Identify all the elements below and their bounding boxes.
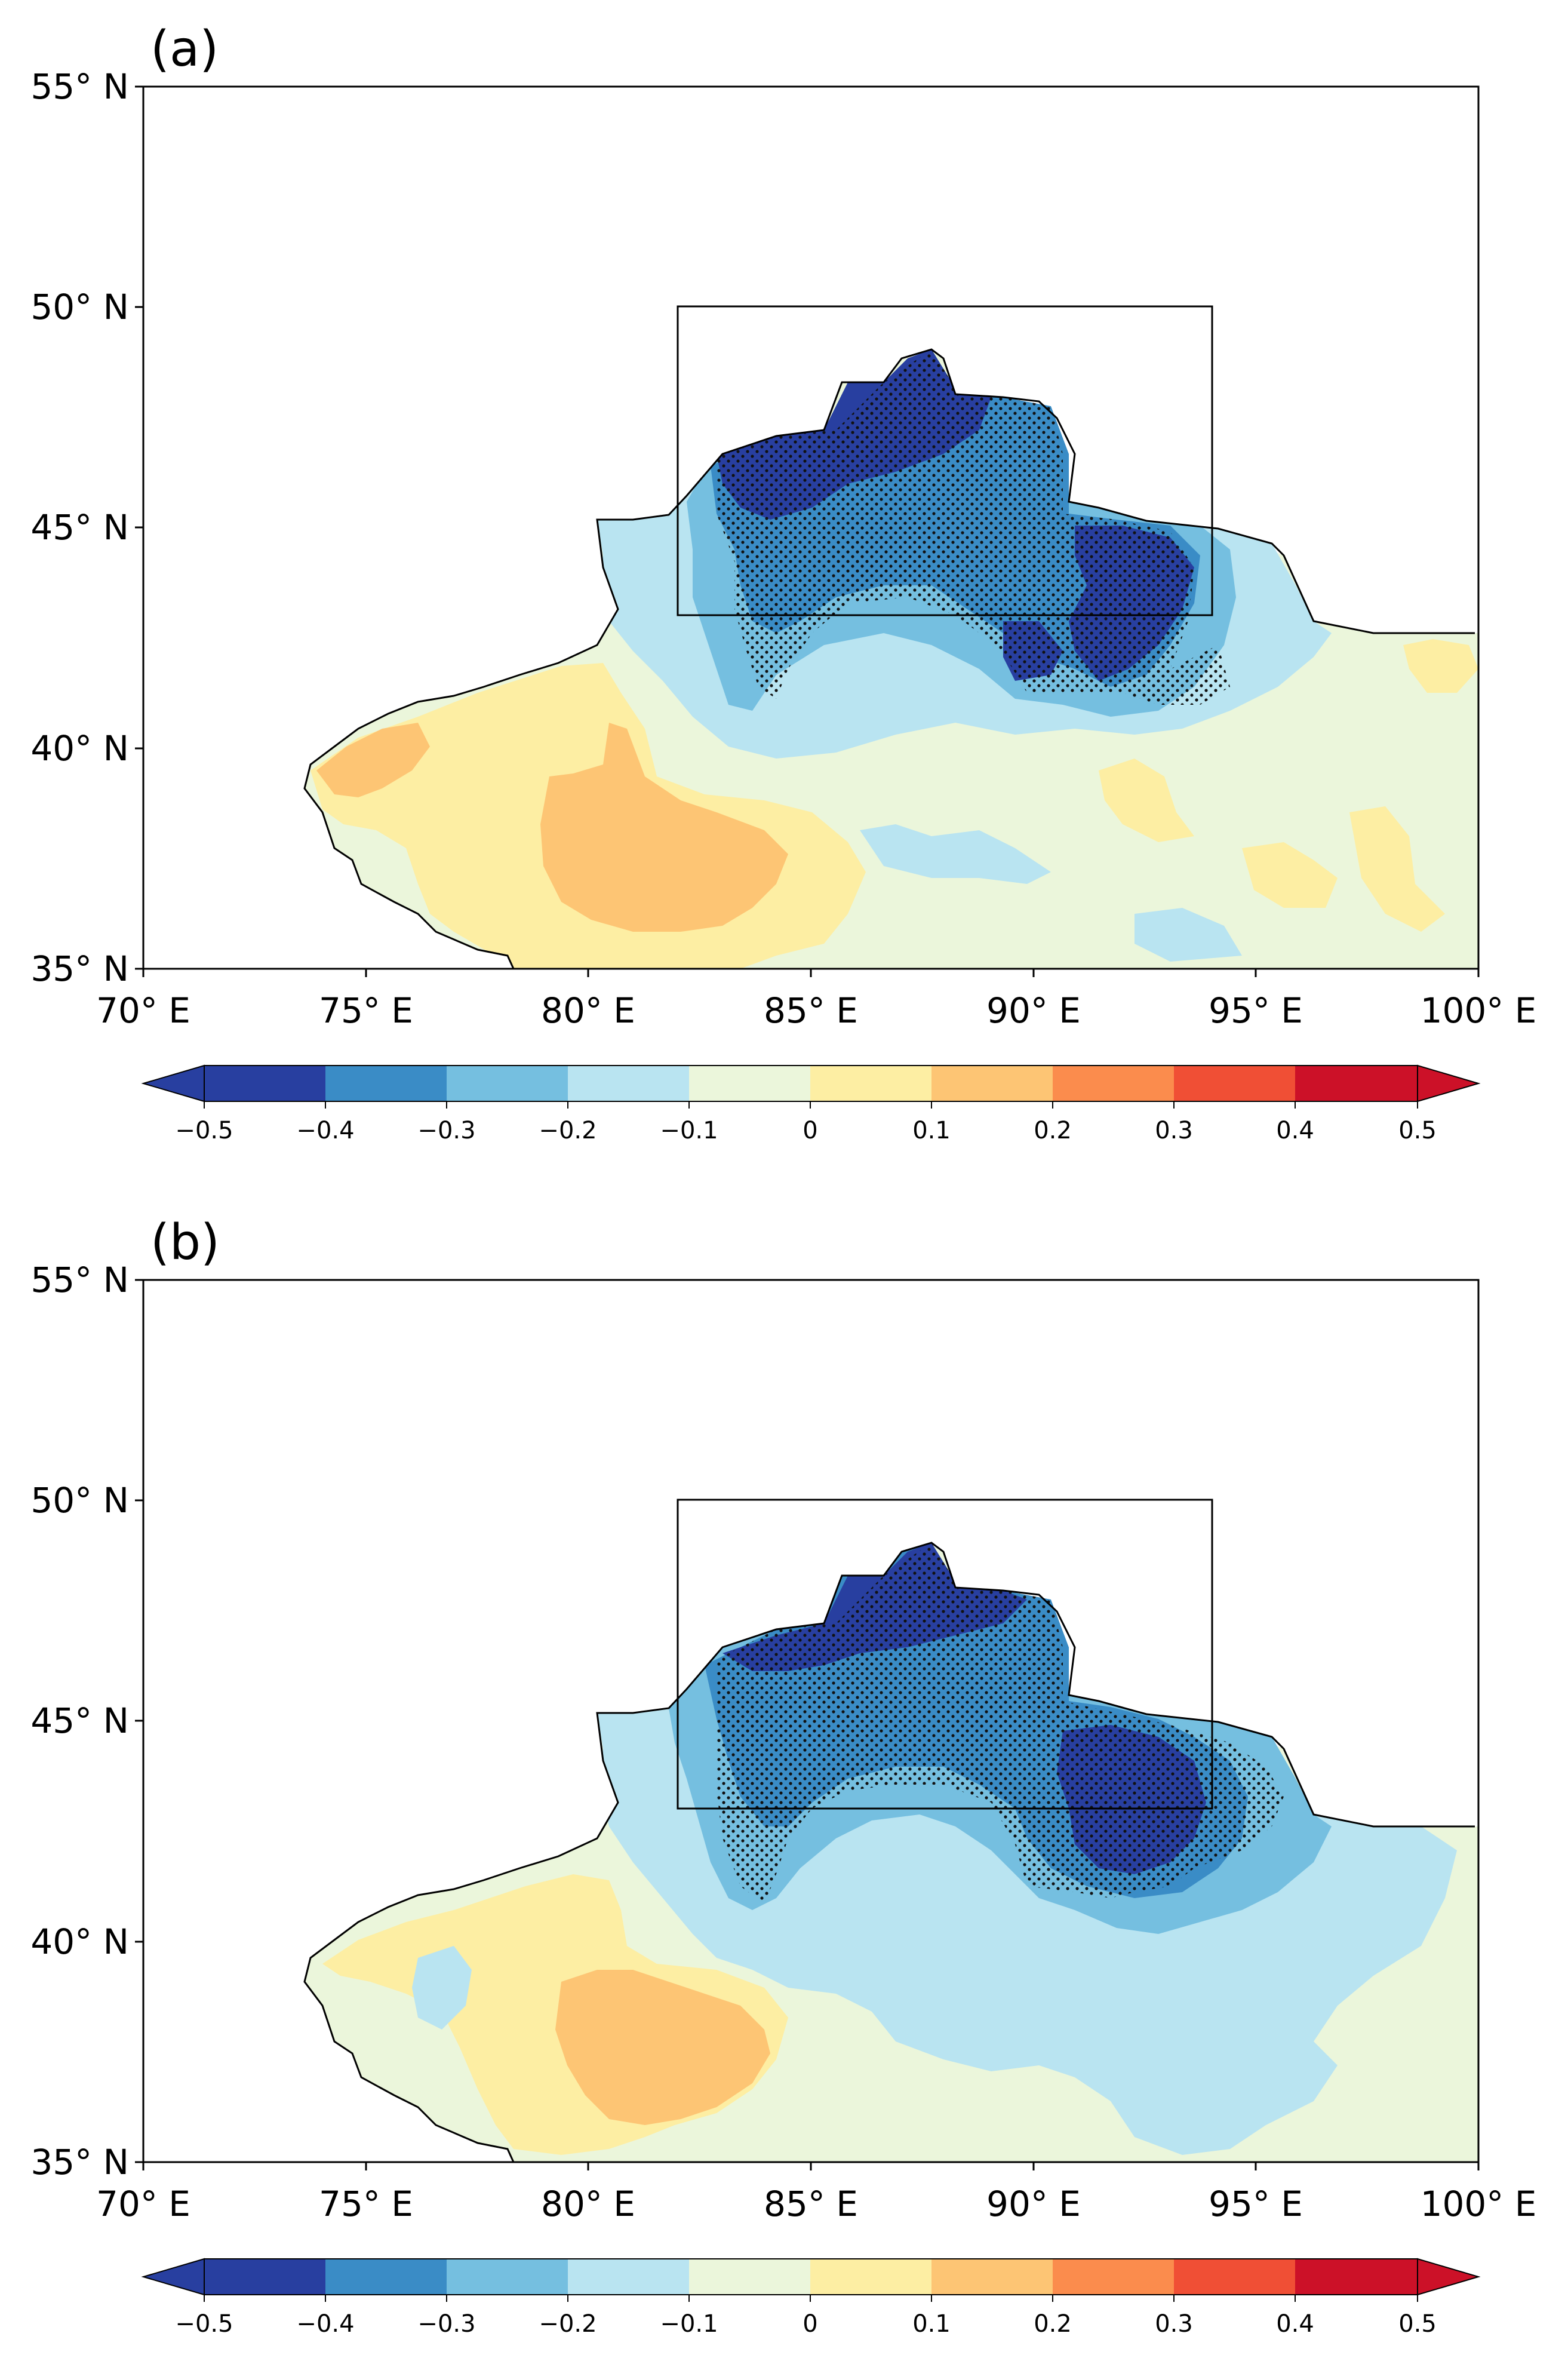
- colorbar-label: −0.4: [296, 1117, 354, 1144]
- colorbar-label: 0.3: [1155, 1117, 1193, 1144]
- colorbar-label: −0.1: [660, 1117, 718, 1144]
- x-tick-label: 80° E: [541, 2184, 635, 2224]
- panel-b-y-ticks: [135, 1279, 143, 2163]
- panel-b-colorbar: −0.5 −0.4 −0.3 −0.2 −0.1 0 0.1 0.2 0.3 0…: [141, 2258, 1481, 2338]
- panel-b: 70° E 75° E 80° E 85° E 90° E 95° E 100°…: [30, 1214, 1536, 2338]
- panel-a-field-pos-mid-1: [316, 723, 430, 797]
- colorbar-bin: [1295, 1066, 1418, 1101]
- panel-b-label: (b): [150, 1214, 220, 1271]
- panel-a-map: [143, 87, 1478, 969]
- colorbar-bin: [204, 2259, 325, 2295]
- colorbar-extend-low: [141, 2258, 205, 2296]
- x-tick-label: 95° E: [1209, 990, 1303, 1031]
- colorbar-label: 0.2: [1034, 1117, 1072, 1144]
- colorbar-label: −0.4: [296, 2310, 354, 2338]
- colorbar-label: 0: [803, 2310, 817, 2338]
- colorbar-bin: [1174, 1066, 1295, 1101]
- y-tick-label: 50° N: [30, 1480, 129, 1521]
- panel-a-field-pos-east-4: [1349, 806, 1445, 932]
- panel-a-field-pos-east-3: [1403, 639, 1478, 693]
- panel-a: 70° E 75° E 80° E 85° E 90° E 95° E 100°…: [30, 21, 1536, 1144]
- colorbar-label: 0.4: [1276, 2310, 1314, 2338]
- x-tick-label: 75° E: [319, 2184, 413, 2224]
- y-tick-label: 35° N: [30, 2142, 129, 2182]
- panel-b-field-pos-mid: [555, 1970, 770, 2125]
- colorbar-label: −0.3: [417, 2310, 475, 2338]
- colorbar-bin: [1053, 1066, 1174, 1101]
- colorbar-extend-low: [141, 1064, 205, 1103]
- panel-a-study-box: [677, 305, 1213, 616]
- colorbar-label: 0.5: [1398, 2310, 1437, 2338]
- colorbar-bin: [447, 2259, 568, 2295]
- x-tick-label: 70° E: [96, 990, 190, 1031]
- x-tick-label: 100° E: [1421, 990, 1537, 1031]
- panel-b-field-neg-low-2: [412, 1946, 472, 2030]
- colorbar-label: −0.5: [175, 1117, 233, 1144]
- colorbar-label: 0.2: [1034, 2310, 1072, 2338]
- panel-a-y-ticks: [135, 85, 143, 970]
- colorbar-label: −0.5: [175, 2310, 233, 2338]
- x-tick-label: 95° E: [1209, 2184, 1303, 2224]
- colorbar-bin: [1053, 2259, 1174, 2295]
- panel-a-x-ticks: [142, 969, 1480, 977]
- colorbar-label: 0.4: [1276, 1117, 1314, 1144]
- x-tick-label: 100° E: [1421, 2184, 1537, 2224]
- panel-a-field-pos-mid-2: [540, 723, 788, 932]
- panel-a-label: (a): [150, 21, 219, 78]
- colorbar-extend-high: [1417, 2258, 1481, 2296]
- panel-a-field-pos-east-1: [1099, 759, 1194, 842]
- panel-a-field-pos-east-2: [1242, 842, 1338, 908]
- colorbar-bin: [447, 1066, 568, 1101]
- colorbar-label: −0.3: [417, 1117, 475, 1144]
- panel-b-map: [143, 1280, 1478, 2163]
- x-tick-label: 90° E: [986, 2184, 1081, 2224]
- colorbar-bin: [204, 1066, 325, 1101]
- colorbar-label: −0.2: [539, 1117, 597, 1144]
- colorbar-bin: [810, 1066, 931, 1101]
- colorbar-bin: [568, 2259, 689, 2295]
- y-tick-label: 45° N: [30, 507, 129, 548]
- colorbar-bin: [325, 1066, 447, 1101]
- colorbar-label: −0.1: [660, 2310, 718, 2338]
- panel-a-field-neg-low-2: [860, 824, 1051, 884]
- x-tick-label: 80° E: [541, 990, 635, 1031]
- panel-a-border: [303, 348, 1475, 969]
- colorbar-label: 0.5: [1398, 1117, 1437, 1144]
- colorbar-bin: [810, 2259, 931, 2295]
- colorbar-label: 0: [803, 1117, 817, 1144]
- colorbar-bin: [568, 1066, 689, 1101]
- colorbar-label: 0.1: [912, 1117, 951, 1144]
- colorbar-bin: [931, 1066, 1053, 1101]
- x-tick-label: 75° E: [319, 990, 413, 1031]
- colorbar-bin: [689, 2259, 810, 2295]
- y-tick-label: 55° N: [30, 1260, 129, 1300]
- y-tick-label: 40° N: [30, 1921, 129, 1962]
- y-tick-label: 45° N: [30, 1700, 129, 1741]
- colorbar-bin: [689, 1066, 810, 1101]
- colorbar-bin: [1295, 2259, 1418, 2295]
- x-tick-label: 85° E: [764, 2184, 858, 2224]
- colorbar-label: 0.1: [912, 2310, 951, 2338]
- panel-a-colorbar: −0.5 −0.4 −0.3 −0.2 −0.1 0 0.1 0.2 0.3 0…: [141, 1064, 1481, 1144]
- colorbar-label: −0.2: [539, 2310, 597, 2338]
- y-tick-label: 50° N: [30, 287, 129, 327]
- colorbar-bin: [1174, 2259, 1295, 2295]
- x-tick-label: 70° E: [96, 2184, 190, 2224]
- panel-b-study-box: [677, 1499, 1213, 1810]
- panel-a-field-neg-low-3: [1135, 908, 1242, 962]
- colorbar-bin: [931, 2259, 1053, 2295]
- y-tick-label: 35° N: [30, 948, 129, 989]
- y-tick-label: 55° N: [30, 66, 129, 107]
- panel-b-stipple: [717, 1543, 1284, 1904]
- colorbar-label: 0.3: [1155, 2310, 1193, 2338]
- x-tick-label: 85° E: [764, 990, 858, 1031]
- colorbar-bin: [325, 2259, 447, 2295]
- panel-b-x-ticks: [142, 2162, 1480, 2170]
- x-tick-label: 90° E: [986, 990, 1081, 1031]
- y-tick-label: 40° N: [30, 728, 129, 769]
- panel-b-border: [303, 1542, 1475, 2163]
- colorbar-extend-high: [1417, 1064, 1481, 1103]
